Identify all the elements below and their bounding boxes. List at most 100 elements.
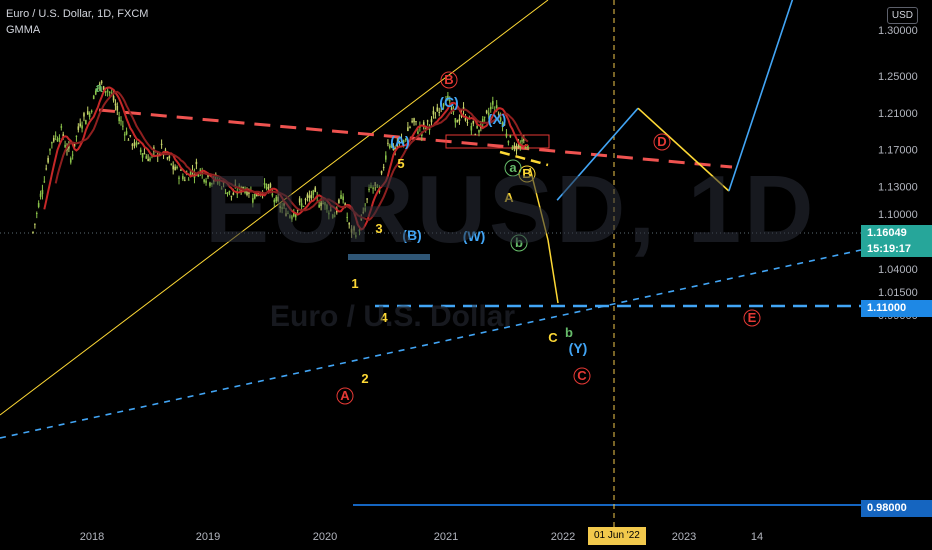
candle-body — [524, 145, 527, 149]
horizontal-level-badge-2: 0.98000 — [861, 500, 932, 517]
candle-body — [426, 120, 429, 122]
blue-support-trendline[interactable] — [0, 249, 862, 439]
candle-body — [294, 214, 297, 218]
candle-body — [236, 193, 239, 195]
candle-body — [197, 174, 200, 177]
candle-body — [58, 138, 61, 140]
wave-label[interactable]: (W) — [463, 228, 486, 244]
price-tick-label: 1.30000 — [878, 25, 918, 37]
wave-label-circle — [653, 133, 671, 151]
wave-label[interactable]: 2 — [361, 371, 368, 386]
watermark-description: Euro / U.S. Dollar — [270, 300, 516, 333]
wave-label[interactable]: a — [95, 80, 103, 95]
candle-body — [517, 144, 520, 148]
candle-body — [366, 198, 368, 200]
candle-body — [39, 193, 42, 197]
candle-body — [324, 202, 326, 206]
candle-body — [164, 149, 167, 151]
wave-label[interactable]: D — [657, 134, 666, 149]
red-zone-box[interactable] — [445, 134, 550, 149]
wave-label[interactable]: B — [522, 166, 531, 181]
wave-label-circle — [504, 159, 522, 177]
symbol-line[interactable]: Euro / U.S. Dollar, 1D, FXCM — [6, 8, 149, 20]
candle-body — [71, 154, 74, 156]
candle-body — [470, 125, 473, 131]
wave-label[interactable]: E — [748, 310, 757, 325]
wave-label[interactable]: (X) — [488, 111, 507, 127]
candle-body — [35, 213, 38, 215]
candle-body — [79, 123, 81, 127]
candle-body — [385, 155, 387, 160]
candle-body — [390, 143, 393, 147]
wave-label[interactable]: b — [565, 325, 573, 340]
wave-label[interactable]: A — [340, 388, 350, 403]
wave-label[interactable]: a — [509, 160, 517, 175]
wave-label[interactable]: C — [577, 368, 587, 383]
candle-body — [515, 146, 518, 151]
wave-label[interactable]: 1 — [351, 276, 358, 291]
candle-body — [189, 171, 192, 175]
candle-body — [54, 135, 57, 137]
candle-body — [338, 199, 340, 204]
candle-body — [396, 143, 399, 148]
wave-label[interactable]: B — [444, 72, 453, 87]
candle-body — [353, 226, 355, 231]
projection-leg-1[interactable] — [637, 107, 730, 192]
candle-body — [224, 193, 227, 195]
candle-body — [328, 212, 330, 215]
currency-button[interactable]: USD — [886, 7, 918, 24]
wave-label-circle — [336, 387, 354, 405]
wave-label[interactable]: 5 — [397, 156, 404, 171]
wave-label[interactable]: b — [515, 235, 523, 250]
wave-label-circle — [573, 367, 591, 385]
candle-body — [137, 142, 140, 144]
candle-body — [149, 158, 151, 161]
wave-label[interactable]: C — [548, 330, 558, 345]
projection-yellow-leg-1 — [547, 239, 559, 304]
candle-body — [118, 117, 120, 122]
candle-body — [411, 120, 413, 123]
wave-label[interactable]: (A) — [390, 133, 409, 149]
yellow-dashed-segment[interactable] — [499, 150, 549, 167]
candle-body — [81, 125, 83, 129]
candle-body — [147, 158, 149, 162]
candle-body — [302, 206, 305, 208]
candle-body — [269, 183, 272, 188]
candle-body — [300, 203, 303, 207]
candle-body — [320, 202, 322, 206]
candle-body — [176, 166, 178, 169]
candle-body — [195, 161, 198, 165]
candle-body — [436, 107, 439, 112]
wave-label[interactable]: (B) — [402, 227, 421, 243]
candle-body — [487, 112, 490, 115]
indicator-name[interactable]: GMMA — [6, 24, 41, 36]
candle-body — [158, 153, 161, 155]
candle-body — [388, 145, 391, 148]
price-tick-label: 1.17000 — [878, 145, 918, 157]
candle-body — [77, 126, 80, 130]
blue-zone-box[interactable] — [348, 254, 430, 260]
wave-label[interactable]: A — [504, 190, 514, 205]
wave-label[interactable]: (C) — [439, 94, 458, 110]
candle-body — [45, 168, 48, 170]
candle-body — [246, 190, 248, 195]
candle-body — [417, 131, 419, 134]
candle-body — [454, 118, 457, 123]
candle-body — [125, 131, 128, 135]
candle-body — [413, 118, 415, 123]
wave-label[interactable]: 4 — [380, 310, 388, 325]
candle-body — [273, 199, 276, 203]
wave-label[interactable]: 3 — [375, 221, 382, 236]
projection-leg-2[interactable] — [728, 0, 796, 192]
candle-body — [170, 163, 173, 165]
candle-body — [267, 187, 270, 190]
candle-body — [331, 214, 334, 218]
candle-body — [430, 119, 433, 123]
wave-label[interactable]: (Y) — [569, 340, 588, 356]
candle-body — [94, 90, 97, 95]
candle-body — [205, 180, 207, 183]
projection-leg-0[interactable] — [556, 107, 639, 201]
yellow-channel-line[interactable] — [0, 0, 549, 416]
